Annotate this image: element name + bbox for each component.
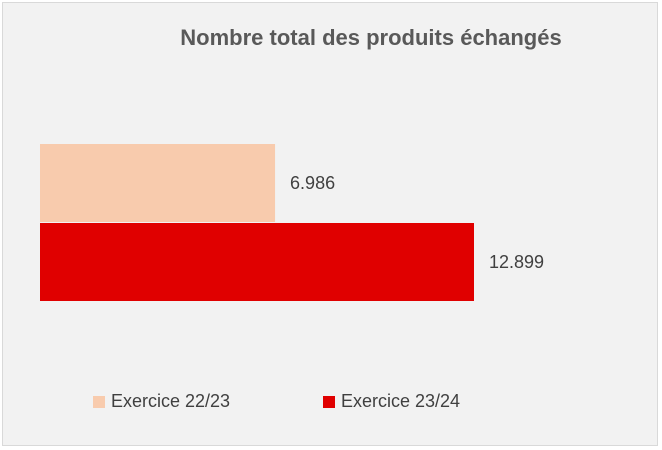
plot-area: 6.986 12.899	[40, 144, 544, 301]
data-label-1: 6.986	[290, 173, 335, 193]
bars-group	[40, 144, 474, 301]
data-labels-group: 6.986 12.899	[290, 173, 544, 272]
legend-item-2: Exercice 23/24	[323, 391, 460, 412]
chart-area: Nombre total des produits échangés 6.986…	[2, 2, 658, 446]
data-label-2: 12.899	[489, 252, 544, 272]
legend-swatch-1	[93, 395, 105, 408]
bar-2	[40, 223, 474, 301]
legend: Exercice 22/23 Exercice 23/24	[3, 391, 659, 415]
legend-label-1: Exercice 22/23	[111, 391, 231, 411]
legend-item-1: Exercice 22/23	[93, 391, 230, 412]
bar-1	[40, 144, 276, 222]
chart-title: Nombre total des produits échangés	[180, 25, 562, 50]
legend-swatch-2	[323, 395, 335, 408]
legend-label-2: Exercice 23/24	[341, 391, 461, 411]
